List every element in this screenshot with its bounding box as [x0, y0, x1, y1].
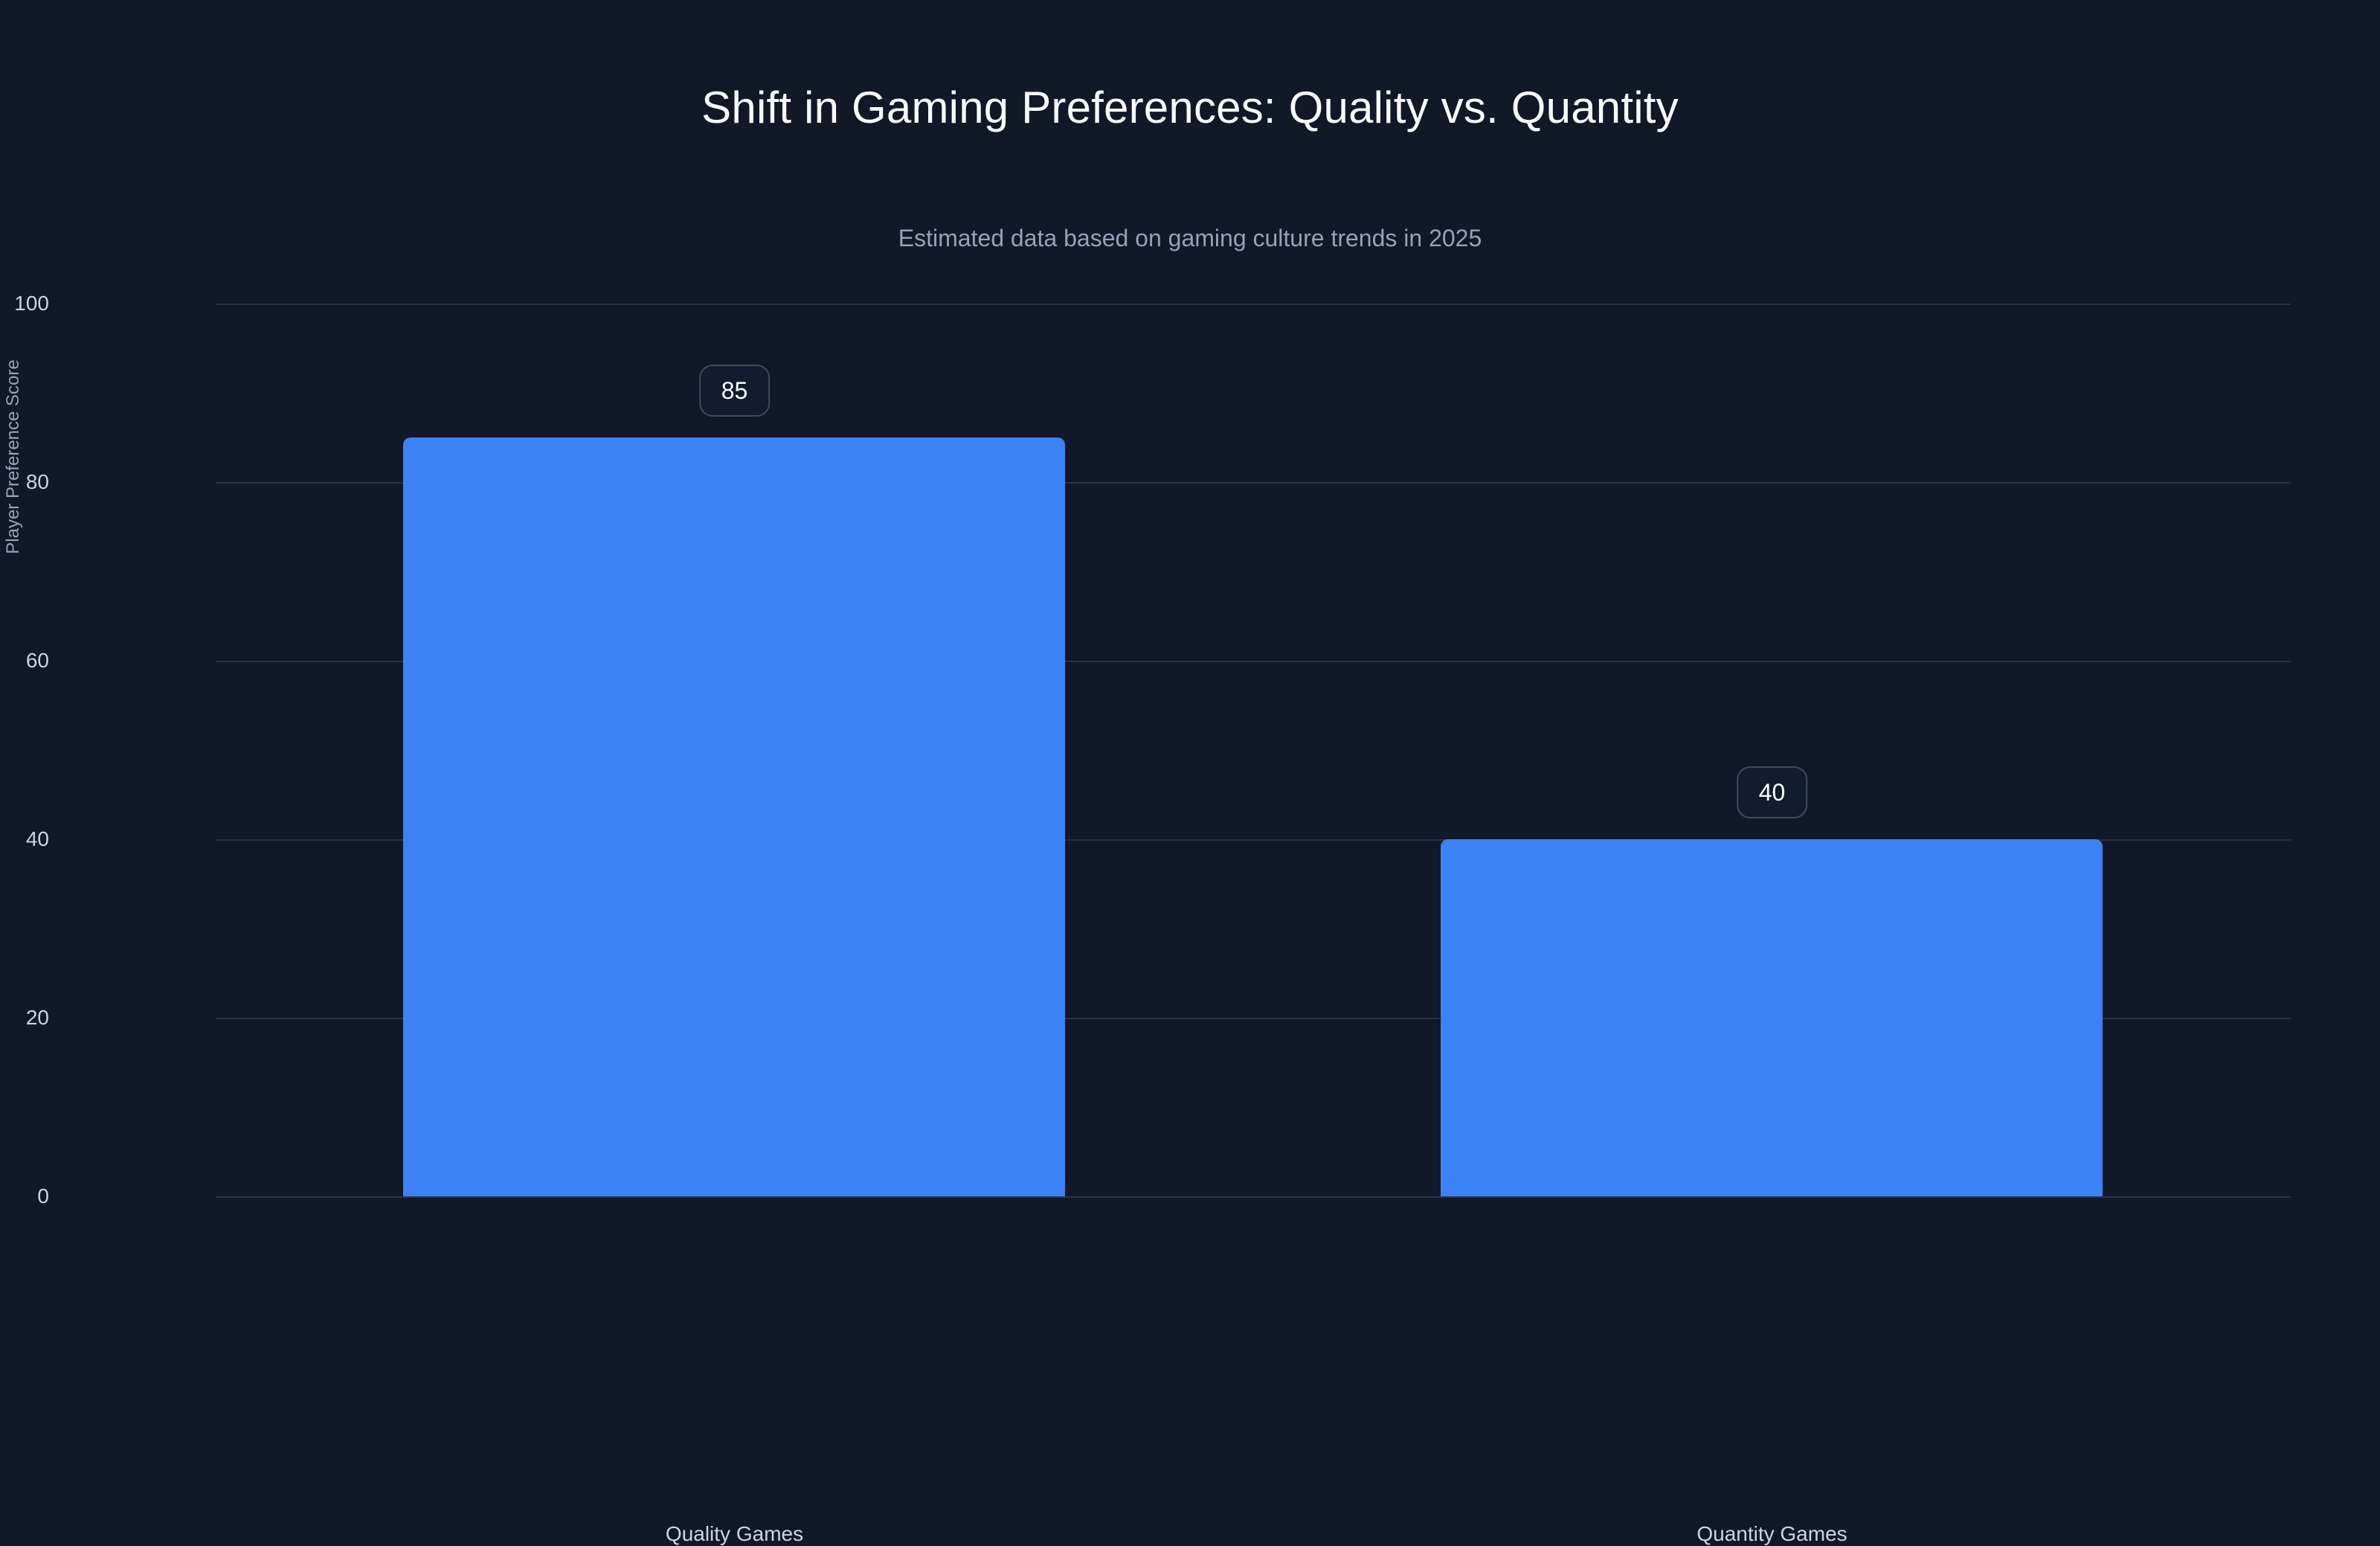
- gridline: [216, 304, 2291, 305]
- bar-chart: Shift in Gaming Preferences: Quality vs.…: [3, 83, 2291, 1545]
- chart-subtitle: Estimated data based on gaming culture t…: [898, 225, 1482, 251]
- y-tick-label: 40: [25, 827, 49, 850]
- y-axis-title: Player Preference Score: [3, 359, 23, 554]
- y-tick-label: 0: [37, 1184, 49, 1207]
- y-tick-label: 60: [25, 649, 49, 672]
- y-tick-label: 80: [25, 470, 49, 493]
- x-tick-label: Quality Games: [665, 1522, 804, 1545]
- gridline: [216, 661, 2291, 662]
- chart-title: Shift in Gaming Preferences: Quality vs.…: [701, 83, 1679, 132]
- bar-value-badge: 85: [698, 365, 771, 417]
- y-tick-label: 100: [14, 292, 49, 315]
- gridline: [216, 839, 2291, 841]
- plot-area: 100 80 60 40 20 0 85 40 Quality Games Qu…: [14, 292, 2291, 1545]
- gridline: [216, 1018, 2291, 1019]
- y-tick-label: 20: [25, 1006, 49, 1029]
- bar-value-badge: 40: [1736, 766, 1808, 818]
- gridline: [216, 482, 2291, 484]
- bar[interactable]: [403, 437, 1066, 1196]
- bar[interactable]: [1441, 839, 2103, 1196]
- x-tick-label: Quantity Games: [1696, 1522, 1847, 1545]
- gridline: [216, 1196, 2291, 1198]
